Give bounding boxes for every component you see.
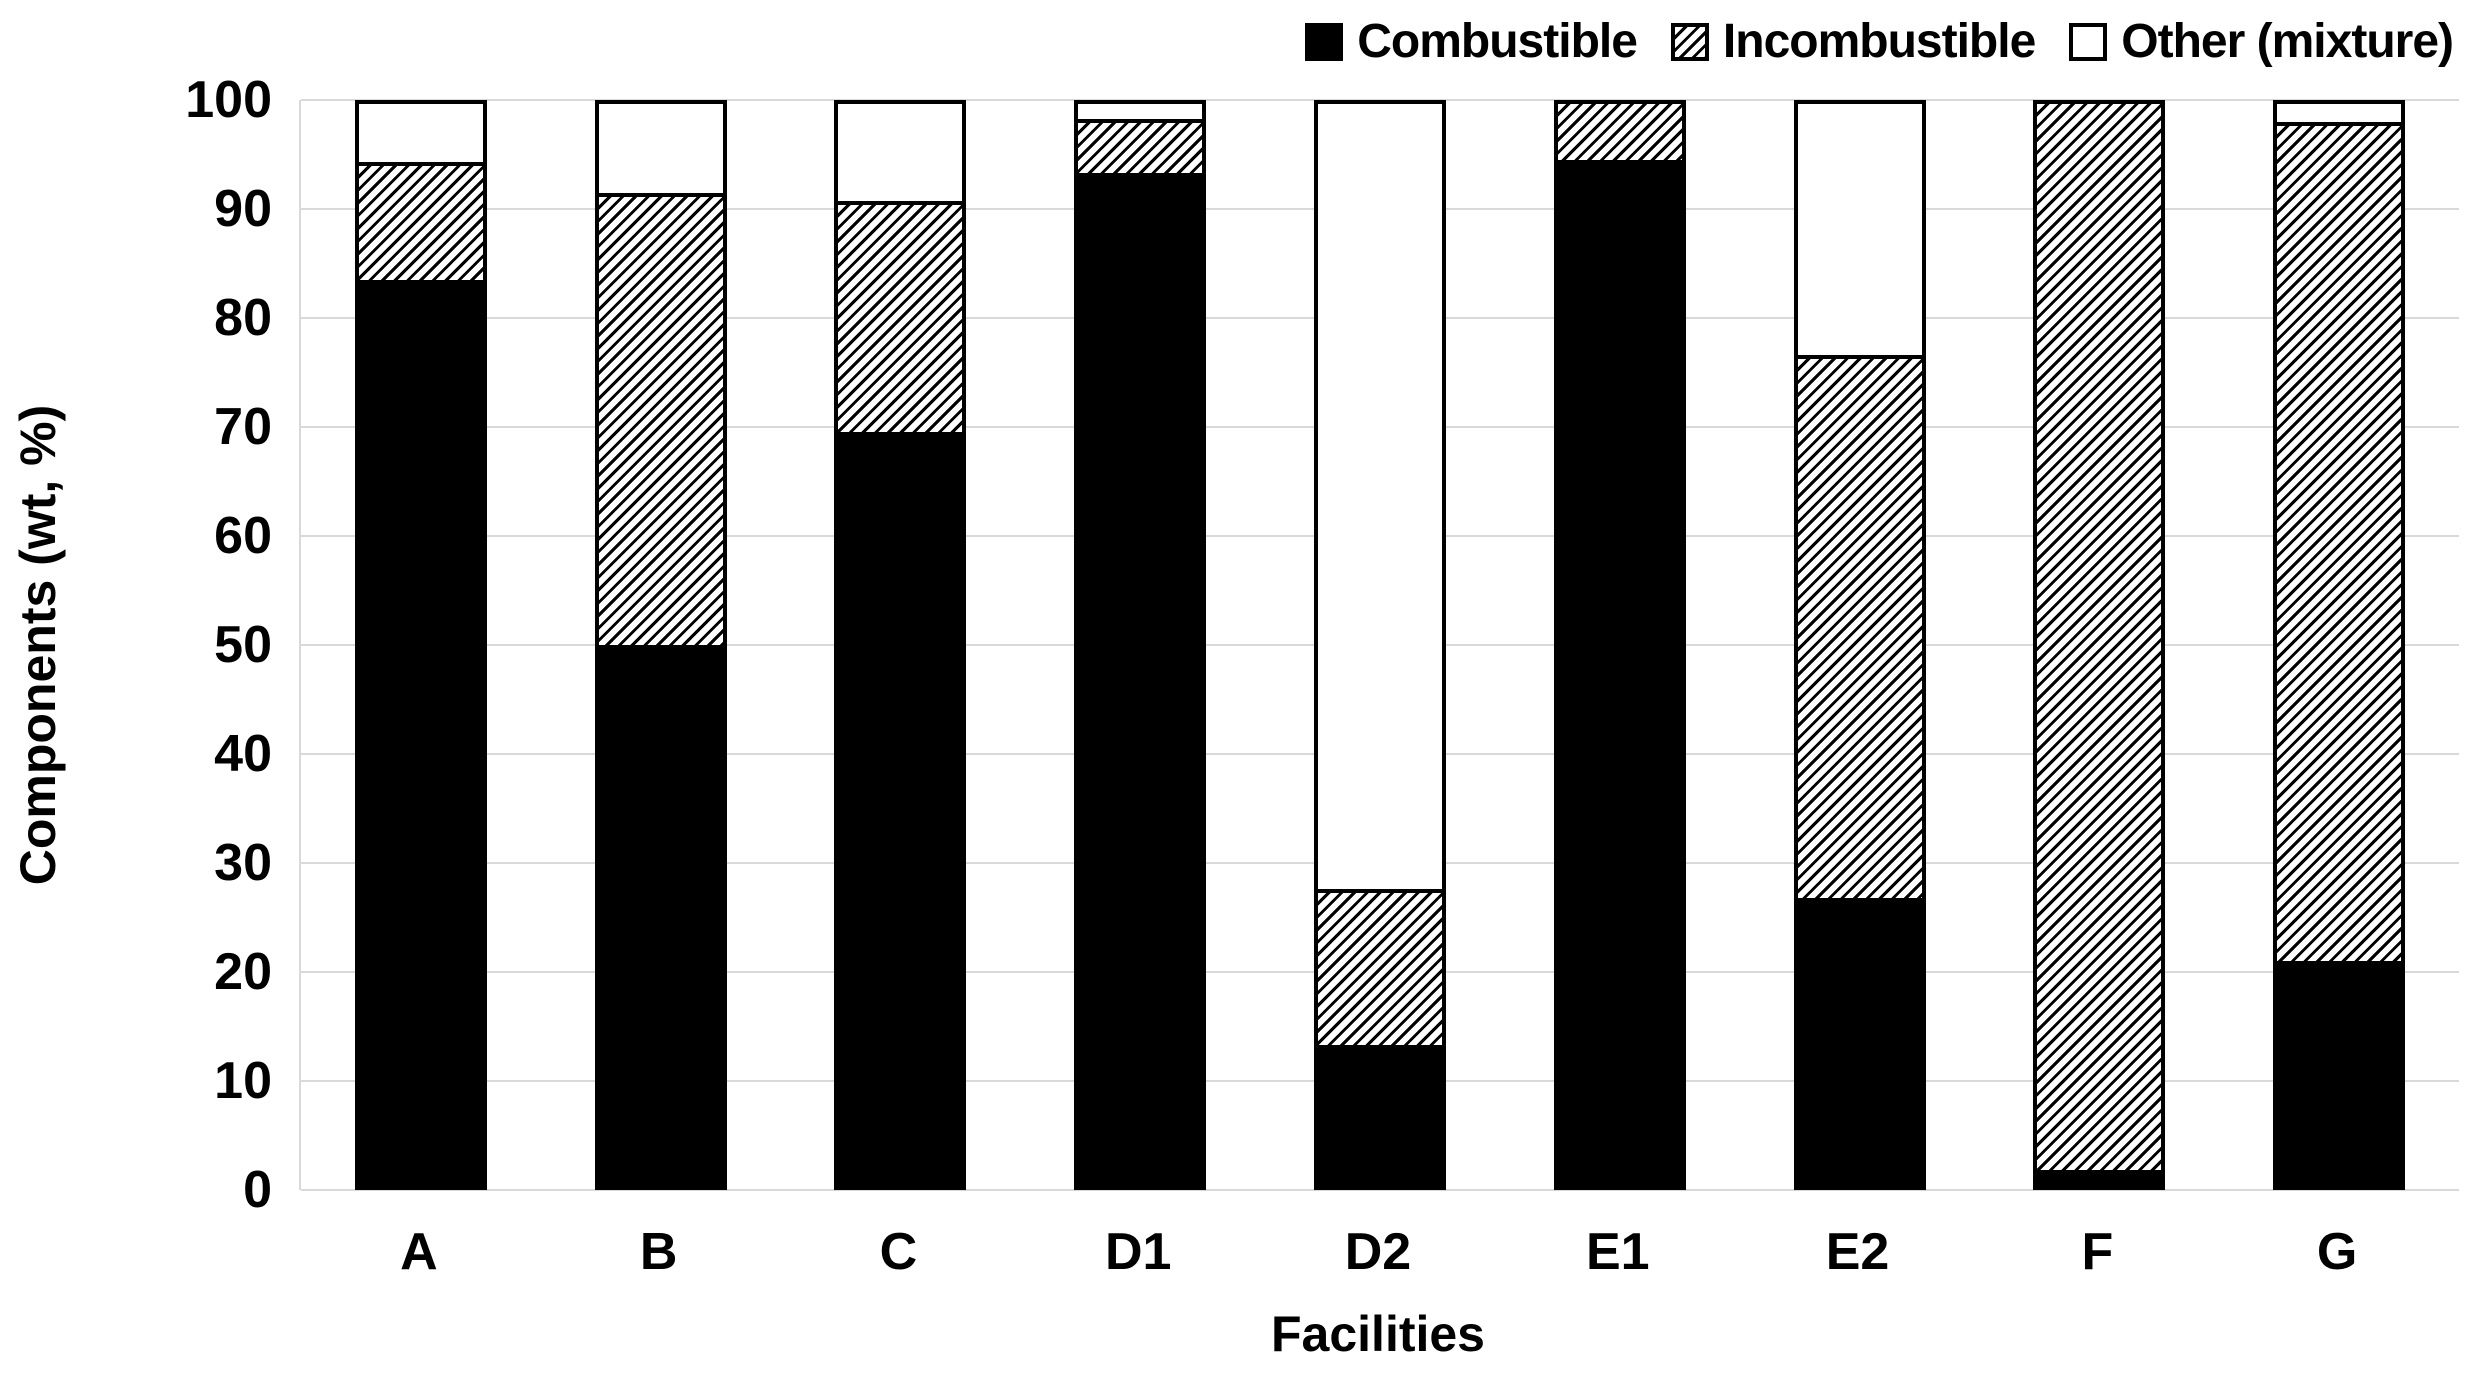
bar-segment-combustible bbox=[834, 432, 967, 1190]
y-tick-label: 70 bbox=[214, 398, 272, 456]
y-tick-label: 50 bbox=[214, 616, 272, 674]
legend-label-combustible: Combustible bbox=[1357, 15, 1638, 68]
bar-segment-other-mixture bbox=[834, 100, 967, 206]
x-tick-label: A bbox=[400, 1223, 438, 1281]
legend: Combustible Incombustible Other (mixture… bbox=[1305, 14, 2454, 69]
gridline bbox=[301, 99, 2459, 101]
x-tick-label: C bbox=[879, 1223, 918, 1281]
bar-segment-other-mixture bbox=[1314, 100, 1446, 894]
bar-segment-incombustible bbox=[834, 201, 967, 437]
bar-segment-incombustible bbox=[1793, 355, 1926, 902]
y-tick-label: 10 bbox=[214, 1052, 272, 1110]
bar-segment-other-mixture bbox=[2273, 100, 2406, 126]
bar-segment-incombustible bbox=[1553, 100, 1686, 164]
bar-segment-combustible bbox=[1793, 897, 1926, 1190]
legend-label-other: Other (mixture) bbox=[2121, 15, 2454, 68]
x-tick-label: F bbox=[2081, 1223, 2114, 1281]
plot-area bbox=[299, 99, 2459, 1191]
bar-segment-incombustible bbox=[2273, 121, 2406, 966]
y-tick-label: 0 bbox=[243, 1161, 272, 1219]
x-tick-label: E2 bbox=[1825, 1223, 1890, 1281]
bar-segment-incombustible bbox=[2033, 100, 2166, 1175]
bar-segment-incombustible bbox=[354, 162, 487, 284]
bar-segment-combustible bbox=[354, 279, 487, 1190]
legend-swatch-incombustible-icon bbox=[1670, 22, 1709, 61]
x-tick-label: D1 bbox=[1104, 1223, 1172, 1281]
y-tick-label: 30 bbox=[214, 834, 272, 892]
x-axis-tick-labels: A B C D1 D2 E1 E2 F G bbox=[299, 1226, 2457, 1296]
legend-swatch-other-icon bbox=[2069, 22, 2108, 61]
bar-segment-combustible bbox=[594, 645, 727, 1190]
bar-segment-other-mixture bbox=[354, 100, 487, 167]
y-tick-label: 80 bbox=[214, 289, 272, 347]
y-tick-label: 100 bbox=[185, 71, 272, 129]
bar-segment-combustible bbox=[1553, 159, 1686, 1190]
bar-segment-combustible bbox=[2273, 961, 2406, 1190]
legend-item-other: Other (mixture) bbox=[2069, 14, 2454, 69]
bar-segment-incombustible bbox=[1314, 889, 1446, 1050]
y-tick-label: 40 bbox=[214, 725, 272, 783]
bar-segment-incombustible bbox=[1074, 118, 1207, 178]
x-tick-label: B bbox=[639, 1223, 678, 1281]
legend-item-incombustible: Incombustible bbox=[1670, 14, 2036, 69]
gridline bbox=[301, 1189, 2459, 1191]
y-axis-tick-labels: 0 10 20 30 40 50 60 70 80 90 100 bbox=[0, 74, 272, 1216]
legend-label-incombustible: Incombustible bbox=[1722, 15, 2036, 68]
legend-item-combustible: Combustible bbox=[1305, 14, 1638, 69]
bar-segment-incombustible bbox=[594, 192, 727, 649]
x-tick-label: E1 bbox=[1585, 1223, 1650, 1281]
y-tick-label: 20 bbox=[214, 943, 272, 1001]
x-tick-label: D2 bbox=[1344, 1223, 1412, 1281]
x-tick-label: G bbox=[2316, 1223, 2358, 1281]
y-tick-label: 60 bbox=[214, 507, 272, 565]
bar-segment-other-mixture bbox=[594, 100, 727, 197]
bar-segment-combustible bbox=[1074, 173, 1207, 1190]
bar-segment-other-mixture bbox=[1074, 100, 1207, 123]
x-axis-title: Facilities bbox=[1271, 1306, 1485, 1362]
bar-segment-other-mixture bbox=[1793, 100, 1926, 360]
y-tick-label: 90 bbox=[214, 180, 272, 238]
legend-swatch-combustible-icon bbox=[1305, 22, 1344, 61]
bar-segment-combustible bbox=[1314, 1045, 1446, 1190]
